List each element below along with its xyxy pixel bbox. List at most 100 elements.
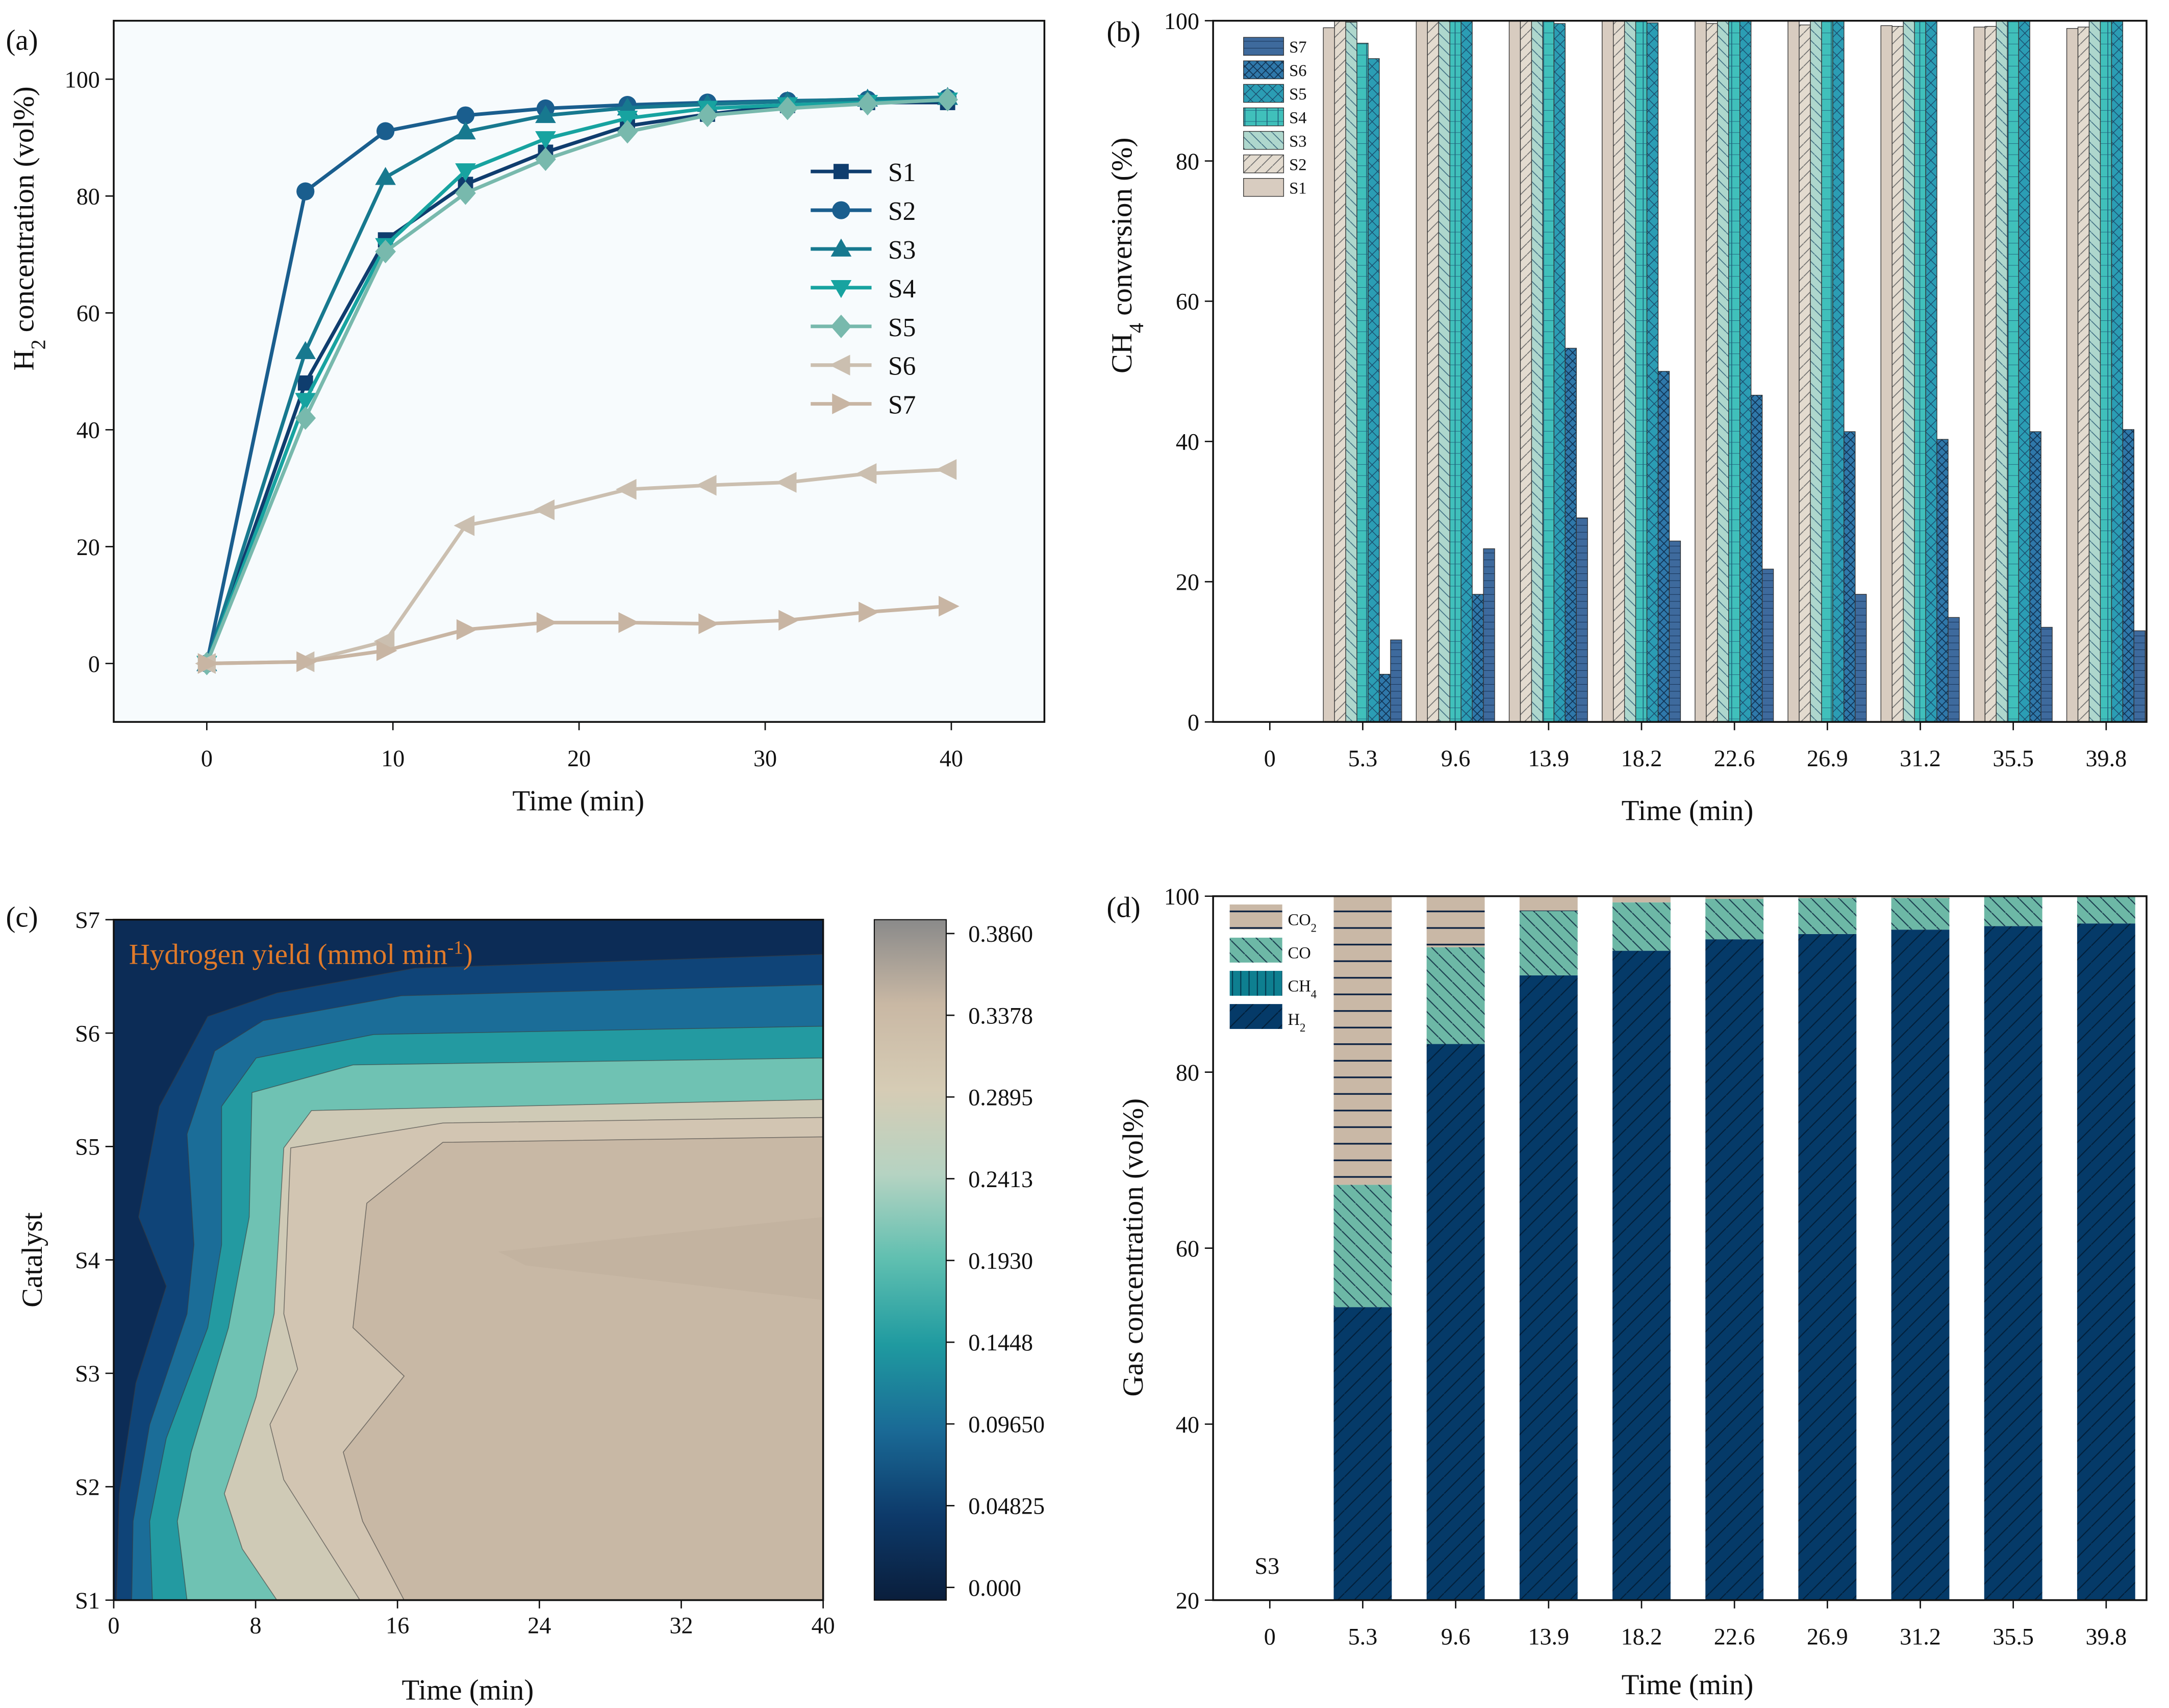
stacked-bar-22.6 (1705, 896, 1764, 1600)
x-tick-label: 26.9 (1807, 1623, 1848, 1649)
colorbar (873, 919, 947, 1601)
bar-S6 (1565, 347, 1577, 722)
data-point (375, 167, 396, 185)
y-tick-label: 40 (1176, 1412, 1199, 1438)
legend-label-sub: 2 (1311, 921, 1317, 934)
y-axis-label: Gas concentration (vol%) (1117, 1098, 1149, 1397)
data-point (375, 240, 396, 264)
bar-S5 (1368, 58, 1380, 722)
data-point (376, 640, 397, 661)
colorbar-tick-label: 0.000 (968, 1575, 1021, 1601)
bar-group-5.3 (1323, 20, 1402, 722)
bar-S3 (1996, 20, 2008, 722)
bar-group-13.9 (1508, 20, 1588, 722)
data-point (618, 612, 640, 633)
series-line (205, 95, 948, 664)
series-line (205, 98, 948, 664)
plot-frame (1212, 19, 2148, 723)
colorbar-tick-label: 0.09650 (968, 1411, 1045, 1437)
y-tick-label: S2 (75, 1474, 100, 1500)
x-tick-label: 31.2 (1900, 745, 1941, 771)
x-tick-label: 32 (669, 1613, 693, 1639)
bar-S4 (1356, 42, 1369, 722)
panel-a-line-chart: 0 10 20 30 40 0 20 40 60 80 100 Time (min) H2 concen… (6, 19, 1046, 817)
legend-swatch-S3 (1243, 131, 1284, 150)
data-point (534, 499, 555, 520)
x-tick-label: 22.6 (1714, 1623, 1755, 1649)
data-point (535, 131, 556, 149)
y-axis-label-main: CH (1106, 333, 1138, 373)
legend-label: CH4 (1288, 977, 1317, 1000)
bar-segment (1612, 896, 1671, 902)
bar-S1 (1508, 20, 1521, 722)
contour-fill (113, 919, 823, 1600)
x-tick-label: 30 (753, 745, 777, 771)
bar-S7 (1669, 540, 1681, 722)
data-point (859, 601, 879, 623)
y-tick-label: 40 (77, 417, 100, 443)
x-tick-label: 39.8 (2086, 745, 2127, 771)
panel-label: (a) (6, 24, 38, 57)
bar-S2 (2077, 27, 2090, 722)
y-axis-label-rest: conversion (%) (1106, 138, 1138, 323)
x-tick-label: 40 (812, 1613, 835, 1639)
bar-S3 (1624, 20, 1636, 722)
bar-S1 (1973, 27, 1986, 722)
legend-label: S5 (888, 313, 916, 342)
legend-label: S6 (1289, 62, 1306, 80)
data-point (455, 181, 476, 205)
bar-S7 (1576, 517, 1588, 722)
bar-S4 (2100, 20, 2112, 722)
legend-swatch-S6 (1243, 60, 1284, 80)
bar-S7 (2133, 630, 2146, 722)
x-axis-label: Time (min) (402, 1674, 534, 1706)
y-axis-label: Catalyst (16, 1212, 48, 1308)
bar-S6 (2122, 429, 2135, 722)
bar-S2 (1520, 20, 1532, 722)
data-point (855, 463, 877, 484)
y-tick-label: S6 (75, 1020, 100, 1046)
bar-S6 (1379, 673, 1391, 722)
data-point (937, 88, 958, 112)
bar-S1 (1880, 25, 1893, 722)
legend-marker (830, 238, 852, 257)
colorbar-tick-label: 0.1930 (968, 1248, 1033, 1274)
bar-S7 (1761, 568, 1774, 722)
bar-S1 (1787, 20, 1800, 722)
series-line (207, 604, 948, 666)
colorbar-tick-label: 0.04825 (968, 1493, 1045, 1519)
legend-label: CO2 (1288, 911, 1317, 935)
legend-label-main: CO (1288, 944, 1311, 963)
bar-group-35.5 (1973, 20, 2053, 722)
y-tick-label: 80 (77, 184, 100, 210)
data-point (695, 474, 717, 496)
x-tick-label: 0 (1264, 745, 1276, 771)
data-point (456, 106, 475, 124)
legend-swatch-S2 (1243, 154, 1284, 173)
bar-S3 (1438, 20, 1450, 722)
bar-segment (1798, 934, 1857, 1600)
panel-label: (d) (1106, 891, 1140, 923)
plot-frame (1212, 895, 2148, 1601)
y-tick-label: S7 (75, 907, 100, 933)
stacked-bar-35.5 (1984, 896, 2042, 1600)
legend-swatch-S4 (1243, 107, 1284, 127)
chart-title-end: ) (463, 939, 473, 971)
legend-swatch-S7 (1243, 37, 1284, 56)
x-tick-label: 40 (940, 745, 963, 771)
bar-S5 (1646, 22, 1659, 722)
bar-S6 (1657, 371, 1670, 722)
legend-label: S5 (1289, 85, 1306, 104)
data-point (617, 111, 638, 129)
data-point (197, 653, 219, 674)
bar-S5 (2018, 20, 2030, 722)
data-point (535, 105, 556, 123)
y-tick-label: 60 (77, 300, 100, 326)
y-axis-label-sub: 4 (1125, 323, 1148, 333)
y-tick-label: S5 (75, 1134, 100, 1160)
x-tick-label: 18.2 (1621, 745, 1662, 771)
series-S7: S7 (197, 391, 960, 674)
data-point (778, 610, 799, 631)
bar-S7 (1390, 639, 1402, 722)
